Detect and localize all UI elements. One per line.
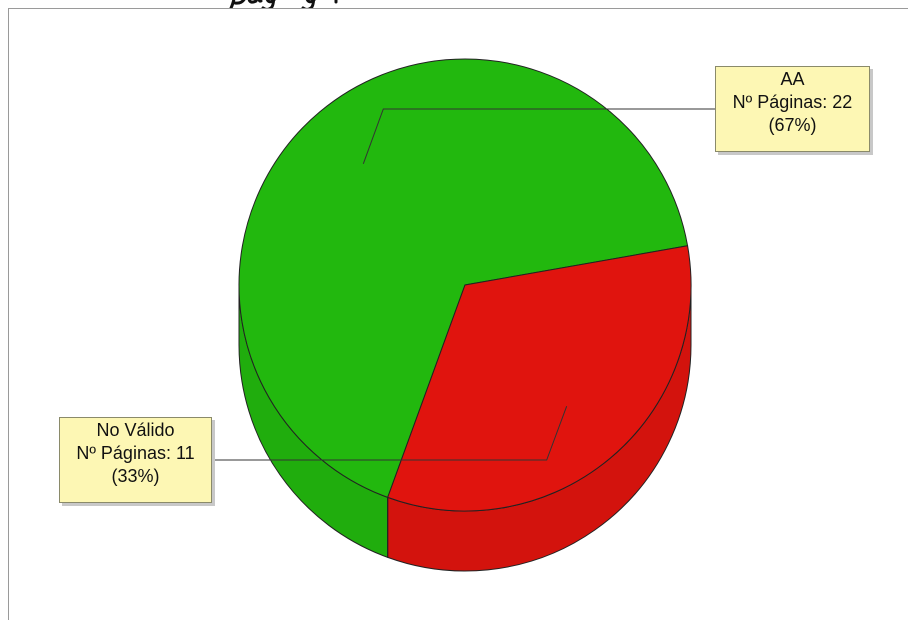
plot-frame (8, 8, 908, 620)
pie-slice-0 (238, 58, 689, 499)
clipped-title-fragment (196, 0, 436, 8)
callout-aa: AA Nº Páginas: 22 (67%) (715, 66, 870, 152)
callout-no-valido: No Válido Nº Páginas: 11 (33%) (59, 417, 212, 503)
pie-slice-1 (387, 245, 692, 512)
callout-no-valido-percent: (33%) (111, 466, 160, 486)
callout-no-valido-name: No Válido (96, 420, 175, 440)
callout-aa-value: Nº Páginas: 22 (732, 92, 853, 112)
callout-leader-0 (362, 108, 715, 164)
callout-aa-name: AA (780, 69, 805, 89)
callout-no-valido-value: Nº Páginas: 11 (76, 443, 195, 463)
callout-leader-1 (212, 406, 568, 461)
callout-aa-percent: (67%) (768, 115, 817, 135)
